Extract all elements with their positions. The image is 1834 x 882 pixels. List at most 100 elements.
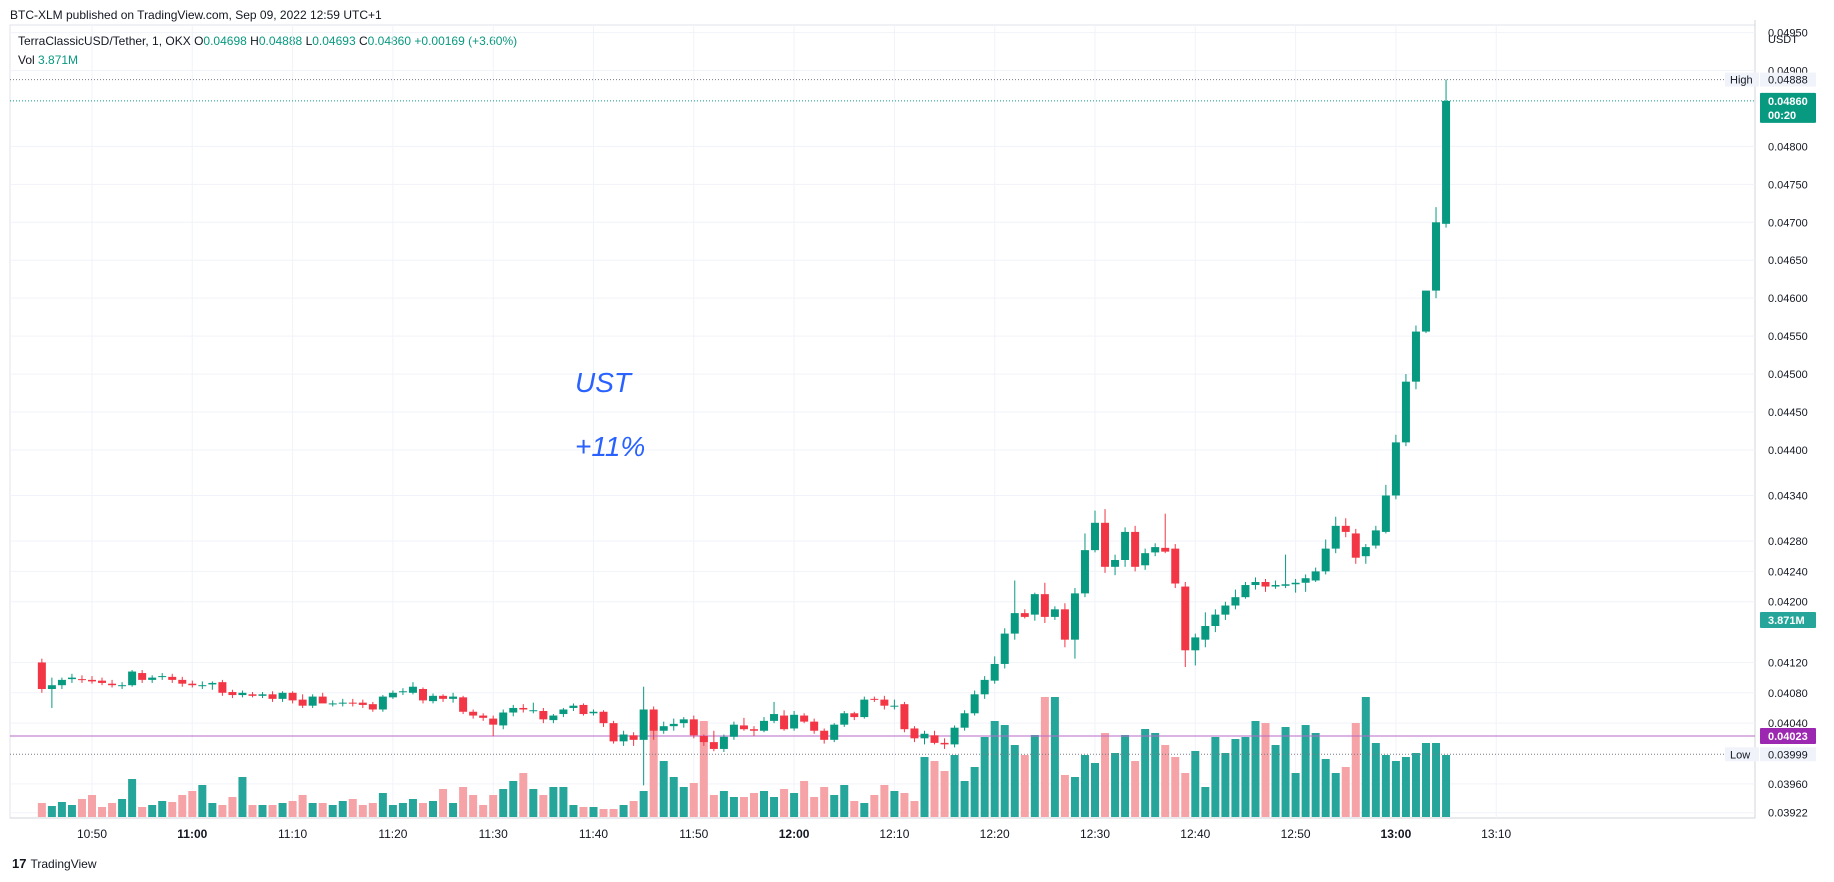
- currency-unit: USDT: [1768, 34, 1798, 46]
- candle-body: [1040, 594, 1049, 617]
- x-tick-label: 12:40: [1180, 827, 1210, 841]
- candle-body: [408, 686, 417, 693]
- volume-bar: [1401, 757, 1410, 817]
- candle-body: [509, 707, 518, 713]
- candle-body: [77, 679, 86, 681]
- candle-body: [790, 714, 799, 729]
- volume-bar: [1411, 753, 1420, 817]
- volume-bar: [589, 807, 598, 817]
- volume-bar: [499, 789, 508, 817]
- y-tick-label: 0.04120: [1768, 657, 1808, 669]
- volume-bar: [659, 761, 668, 817]
- volume-bar: [439, 789, 448, 817]
- volume-bar: [308, 803, 317, 817]
- candle-body: [308, 696, 317, 706]
- volume-bar: [1281, 727, 1290, 817]
- tradingview-footer[interactable]: 17 TradingView: [12, 856, 97, 871]
- candle-body: [1442, 100, 1451, 224]
- candle-body: [178, 679, 187, 684]
- volume-bar: [790, 793, 799, 817]
- volume-bar: [1361, 697, 1370, 817]
- plot-frame: [9, 24, 1756, 819]
- y-tick-label: 0.04200: [1768, 597, 1808, 609]
- candle-body: [1271, 585, 1280, 587]
- candle-body: [1371, 530, 1380, 546]
- candle-body: [398, 691, 407, 693]
- volume-bar: [459, 787, 468, 817]
- volume-bar: [148, 805, 157, 817]
- volume-bar: [689, 783, 698, 817]
- candle-body: [970, 694, 979, 714]
- volume-bar: [1091, 763, 1099, 817]
- candle-body: [1171, 548, 1180, 584]
- volume-tag-text: 3.871M: [1768, 615, 1805, 627]
- candle-body: [1091, 522, 1099, 551]
- volume-bar: [679, 787, 688, 817]
- candle-body: [37, 662, 46, 689]
- volume-bar: [408, 799, 417, 817]
- candle-body: [1411, 331, 1420, 382]
- open-value: 0.04698: [203, 34, 247, 48]
- volume-bar: [1161, 745, 1170, 817]
- volume-tag-box: [1760, 612, 1816, 628]
- x-tick-label: 11:30: [479, 827, 508, 841]
- volume-bar: [1301, 725, 1310, 817]
- candle-body: [228, 692, 237, 696]
- candle-body: [418, 688, 427, 701]
- candle-body: [559, 709, 568, 715]
- volume-bar: [1050, 697, 1059, 817]
- candle-body: [960, 713, 969, 728]
- volume-bar: [1191, 751, 1200, 817]
- volume-bar: [278, 803, 287, 817]
- candle-body: [1020, 613, 1029, 617]
- volume-bar: [709, 795, 718, 817]
- y-tick-label: 0.03922: [1768, 808, 1808, 820]
- candle-body: [288, 692, 297, 701]
- volume-bar: [699, 721, 708, 817]
- candle-body: [1211, 614, 1220, 627]
- ohlc-legend: TerraClassicUSD/Tether, 1, OKX O0.04698 …: [18, 34, 517, 48]
- volume-bar: [358, 805, 367, 817]
- y-tick-label: 0.04280: [1768, 536, 1808, 548]
- volume-bar: [1432, 743, 1441, 817]
- close-label: C: [358, 34, 368, 48]
- low-label-box: [1725, 747, 1759, 762]
- candle-body: [1391, 442, 1400, 496]
- candle-body: [148, 677, 157, 680]
- x-tick-label: 11:20: [378, 827, 407, 841]
- volume-bar: [950, 755, 959, 817]
- candle-body: [138, 673, 147, 680]
- volume-bar: [850, 801, 859, 817]
- candle-body: [1221, 605, 1230, 615]
- volume-bar: [479, 805, 488, 817]
- last-price-tag-text: 00:20: [1768, 110, 1796, 122]
- candle-body: [118, 685, 127, 687]
- candle-body: [669, 723, 678, 727]
- candle-body: [479, 715, 488, 718]
- y-tick-label: 0.04240: [1768, 566, 1808, 578]
- volume-bar: [820, 787, 829, 817]
- volume-bar: [1070, 777, 1079, 817]
- volume-bar: [1171, 757, 1180, 817]
- candle-body: [699, 736, 708, 743]
- high-value: 0.04888: [258, 34, 303, 48]
- volume-bar: [760, 791, 769, 817]
- symbol-label[interactable]: TerraClassicUSD/Tether, 1, OKX: [18, 34, 191, 48]
- candle-body: [449, 696, 458, 699]
- volume-bar: [529, 789, 538, 817]
- candle-body: [1432, 222, 1441, 291]
- candle-body: [489, 718, 498, 725]
- candle-body: [1050, 609, 1059, 617]
- volume-bar: [599, 809, 608, 817]
- volume-bar: [1111, 753, 1120, 817]
- volume-bar: [418, 803, 427, 817]
- high-label: High: [1730, 75, 1753, 87]
- volume-bar: [138, 807, 147, 817]
- candle-body: [238, 692, 247, 696]
- candle-body: [368, 704, 377, 710]
- y-tick-label: 0.03960: [1768, 779, 1808, 791]
- candle-body: [1121, 531, 1130, 560]
- volume-bar: [729, 797, 738, 817]
- volume-bar: [1181, 773, 1190, 817]
